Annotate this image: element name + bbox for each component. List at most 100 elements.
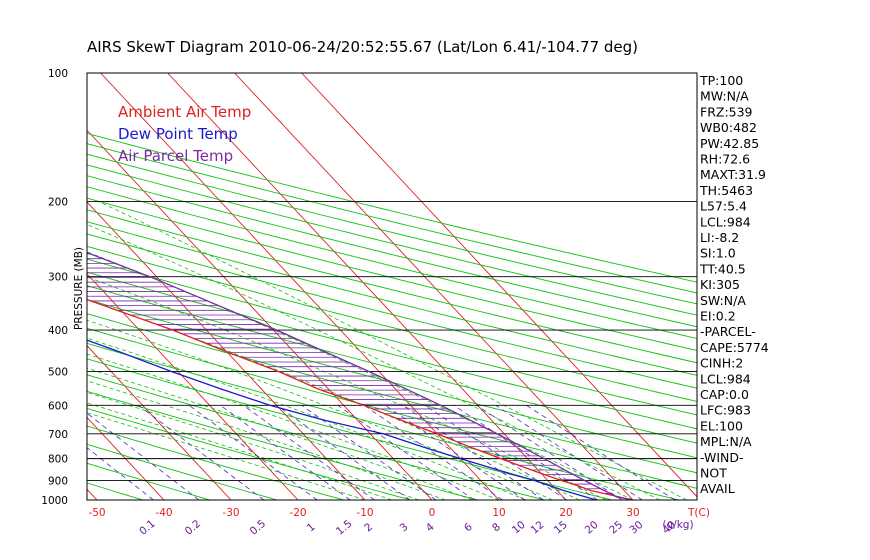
dry-adiabat — [87, 221, 697, 376]
dry-adiabat — [87, 443, 278, 500]
side-panel-line: LCL:984 — [700, 371, 751, 386]
legend-ambient-air-temp: Ambient Air Temp — [118, 103, 251, 121]
side-panel-line: MPL:N/A — [700, 434, 752, 449]
moist-adiabat — [87, 367, 473, 500]
mixing-ratio-tick-label: 10 — [510, 519, 528, 537]
pressure-tick-label: 200 — [48, 197, 68, 209]
moist-adiabat — [87, 353, 500, 500]
bottom-temp-tick-label: -50 — [88, 507, 105, 519]
isotherm — [87, 345, 232, 500]
side-panel-line: SI:1.0 — [700, 246, 736, 261]
mixing-ratio-tick-label: 12 — [529, 519, 547, 537]
mixing-ratio-tick-label: 6 — [462, 521, 475, 535]
moist-adiabat — [87, 337, 526, 500]
side-panel-line: TH:5463 — [699, 183, 753, 198]
side-panel-line: MW:N/A — [700, 89, 749, 104]
pressure-tick-label: 400 — [48, 325, 68, 337]
pressure-tick-label: 300 — [48, 272, 68, 284]
mixing-ratio-tick-label: 1.5 — [334, 518, 355, 538]
cape-hatch — [87, 253, 610, 494]
air-parcel-temp-line — [87, 251, 634, 500]
mixing-ratio-tick-label: 3 — [398, 521, 411, 534]
dry-adiabat — [87, 407, 412, 500]
side-panel-line: L57:5.4 — [700, 199, 747, 214]
moist-adiabat — [87, 224, 660, 500]
mixing-ratio-tick-label: 0.5 — [248, 518, 269, 538]
dry-adiabat — [87, 132, 697, 283]
bottom-temp-tick-label: 10 — [492, 507, 505, 519]
pressure-tick-label: 1000 — [41, 495, 68, 507]
dry-adiabat — [87, 258, 697, 416]
background-grid — [0, 73, 697, 500]
side-panel-line: MAXT:31.9 — [700, 167, 766, 182]
dry-adiabat — [87, 175, 697, 328]
moist-adiabat — [87, 276, 607, 500]
moist-adiabat — [87, 319, 553, 500]
legend-air-parcel-temp: Air Parcel Temp — [118, 147, 233, 165]
legend: Ambient Air Temp Dew Point Temp Air Parc… — [118, 103, 251, 165]
dry-adiabat — [87, 374, 546, 500]
side-panel-line: EI:0.2 — [700, 309, 736, 324]
pressure-tick-label: 600 — [48, 400, 68, 412]
side-panel-line: FRZ:539 — [700, 104, 753, 119]
dry-adiabat — [87, 271, 697, 430]
bottom-temp-tick-label: 0 — [429, 507, 436, 519]
mixing-ratio-tick-label: 15 — [552, 519, 570, 537]
side-panel-line: RH:72.6 — [700, 152, 750, 167]
dry-adiabat — [87, 313, 697, 474]
dry-adiabat — [87, 245, 697, 402]
mixing-ratio-tick-label: 1 — [305, 521, 318, 534]
dry-adiabat — [87, 186, 697, 339]
mixing-ratio-tick-label: 8 — [490, 521, 503, 534]
dry-adiabat — [87, 285, 697, 444]
mixing-ratio-tick-label: 30 — [627, 519, 645, 537]
dry-adiabat — [87, 299, 697, 459]
isotherm — [100, 73, 500, 500]
dry-adiabat — [87, 462, 211, 500]
side-panel-line: SW:N/A — [700, 293, 746, 308]
dry-adiabat — [87, 164, 697, 316]
mixing-ratio-line — [453, 404, 598, 500]
side-panel-line: CAPE:5774 — [700, 340, 769, 355]
mixing-ratio-tick-label: 0.2 — [183, 518, 204, 538]
bottom-temp-tick-label: -10 — [356, 507, 373, 519]
side-panel-line: EL:100 — [700, 418, 743, 433]
dew-point-temp-line — [87, 339, 597, 500]
bottom-temp-tick-label: -30 — [222, 507, 239, 519]
plot-frame — [86, 72, 698, 501]
dry-adiabat — [87, 390, 479, 500]
isotherm — [0, 73, 30, 500]
dry-adiabat — [87, 209, 697, 364]
mixing-ratio-tick-label: 4 — [424, 521, 437, 535]
mixing-ratio-line — [243, 404, 375, 500]
mixing-ratio-line — [220, 404, 351, 500]
side-panel-line: KI:305 — [700, 277, 740, 292]
mixing-ratio-line — [276, 404, 411, 500]
bottom-temp-tick-label: -40 — [155, 507, 172, 519]
side-panel-line: LFC:983 — [700, 403, 751, 418]
side-panel-line: NOT — [700, 466, 727, 481]
side-panel: TP:100MW:N/AFRZ:539WB0:482PW:42.85RH:72.… — [699, 73, 769, 496]
isotherm — [301, 73, 697, 498]
side-panel-line: -WIND- — [700, 450, 744, 465]
moist-adiabat — [87, 412, 366, 500]
pressure-tick-label: 100 — [48, 68, 68, 80]
side-panel-line: LCL:984 — [700, 214, 751, 229]
side-panel-line: TP:100 — [699, 73, 743, 88]
mixing-ratio-line — [424, 404, 568, 500]
pressure-tick-label: 800 — [48, 454, 68, 466]
side-panel-line: TT:40.5 — [699, 261, 746, 276]
isotherm — [234, 73, 634, 500]
mixing-ratio-tick-label: 2 — [362, 521, 375, 534]
ambient-air-temp-line — [87, 298, 633, 500]
mixing-ratio-tick-label: 0.1 — [137, 518, 158, 538]
side-panel-line: WB0:482 — [700, 120, 757, 135]
dry-adiabat — [87, 233, 697, 389]
side-panel-line: CINH:2 — [700, 356, 743, 371]
temp-unit-label: T(C) — [687, 507, 710, 519]
side-panel-line: CAP:0.0 — [700, 387, 749, 402]
dry-adiabat — [87, 197, 697, 351]
mixing-ratio-tick-label: 25 — [607, 519, 625, 537]
mixing-ratio-line — [138, 404, 265, 500]
